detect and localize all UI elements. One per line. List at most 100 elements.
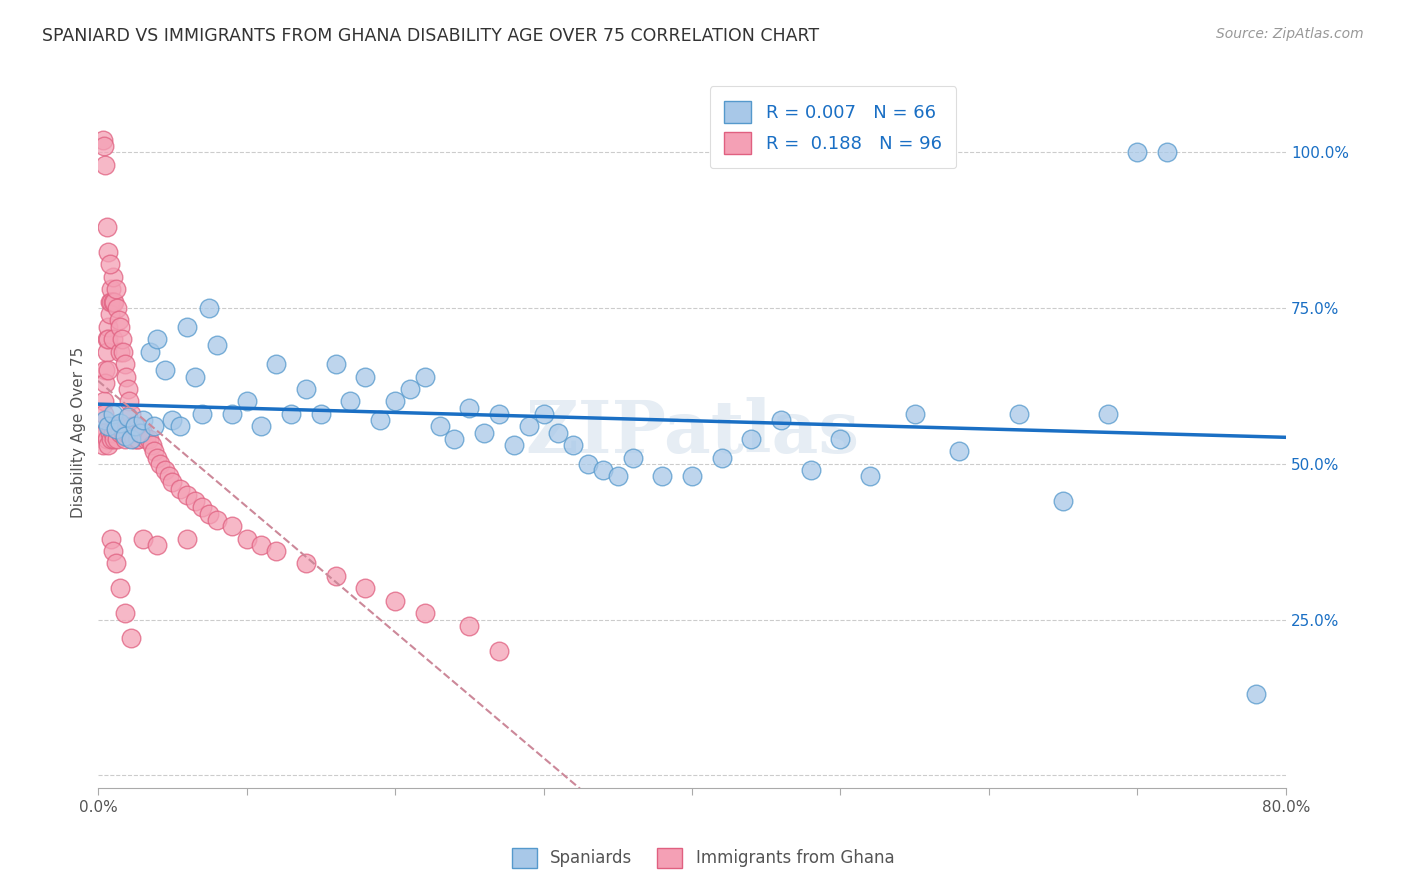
Point [103,432,125,446]
Point [125,432,148,446]
Point [1126,145,1149,160]
Point [117,425,139,440]
Point [740,432,762,446]
Point [110,344,132,359]
Point [120,432,142,446]
Point [547,425,569,440]
Point [121,419,143,434]
Point [354,582,377,596]
Point [250,419,273,434]
Point [176,488,198,502]
Point [101,407,124,421]
Point [97,319,120,334]
Point [91,425,114,440]
Point [96,432,118,446]
Point [98,425,121,440]
Point [859,469,882,483]
Point [413,369,436,384]
Point [110,425,132,440]
Point [429,419,451,434]
Point [280,407,302,421]
Point [205,513,228,527]
Y-axis label: Disability Age Over 75: Disability Age Over 75 [72,347,86,518]
Point [98,294,121,309]
Point [488,643,510,657]
Point [104,557,127,571]
Point [101,269,124,284]
Point [105,432,128,446]
Point [128,425,150,440]
Point [118,394,141,409]
Point [710,450,733,465]
Point [221,407,243,421]
Point [176,319,198,334]
Point [100,282,122,296]
Point [97,332,120,346]
Point [146,538,169,552]
Point [198,507,221,521]
Point [191,407,214,421]
Point [96,344,118,359]
Point [368,413,391,427]
Point [399,382,422,396]
Point [104,282,127,296]
Point [205,338,228,352]
Point [98,307,121,321]
Point [93,407,115,421]
Point [97,244,120,259]
Point [110,416,132,430]
Point [157,469,180,483]
Point [183,369,205,384]
Point [100,532,122,546]
Point [120,407,142,421]
Point [162,475,184,490]
Point [169,419,191,434]
Point [384,594,406,608]
Point [681,469,703,483]
Point [295,557,318,571]
Point [110,582,132,596]
Point [146,332,169,346]
Legend: R = 0.007   N = 66, R =  0.188   N = 96: R = 0.007 N = 66, R = 0.188 N = 96 [710,87,956,169]
Point [139,344,162,359]
Point [413,607,436,621]
Point [117,382,139,396]
Point [1052,494,1074,508]
Point [143,444,166,458]
Point [562,438,585,452]
Legend: Spaniards, Immigrants from Ghana: Spaniards, Immigrants from Ghana [505,841,901,875]
Point [141,438,163,452]
Point [143,419,166,434]
Point [458,401,481,415]
Point [97,438,120,452]
Point [221,519,243,533]
Point [131,425,153,440]
Point [191,500,214,515]
Point [115,425,138,440]
Point [354,369,377,384]
Text: ZIPatlas: ZIPatlas [524,397,859,468]
Point [120,631,142,645]
Point [169,482,191,496]
Point [458,619,481,633]
Point [264,357,287,371]
Text: Source: ZipAtlas.com: Source: ZipAtlas.com [1216,27,1364,41]
Point [384,394,406,409]
Point [533,407,555,421]
Point [131,532,153,546]
Point [183,494,205,508]
Point [606,469,628,483]
Point [94,363,117,377]
Point [112,425,135,440]
Point [830,432,852,446]
Point [1008,407,1031,421]
Point [339,394,361,409]
Point [108,313,131,327]
Point [124,419,146,434]
Point [91,438,114,452]
Point [97,419,120,434]
Point [621,450,644,465]
Point [91,133,114,147]
Point [235,394,257,409]
Point [101,544,124,558]
